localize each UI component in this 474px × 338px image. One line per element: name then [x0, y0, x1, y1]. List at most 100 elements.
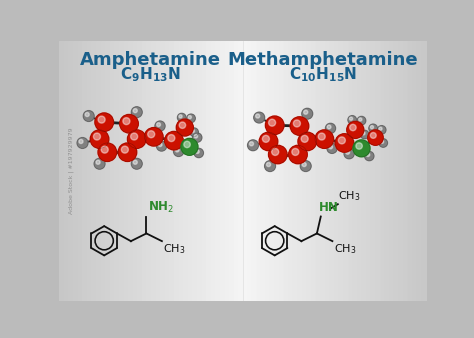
- Bar: [73, 41, 78, 301]
- Circle shape: [118, 143, 137, 162]
- Bar: [78, 41, 83, 301]
- Bar: [225, 41, 230, 301]
- Circle shape: [194, 135, 198, 138]
- Bar: [142, 41, 147, 301]
- Circle shape: [173, 146, 183, 156]
- Circle shape: [77, 138, 88, 148]
- Circle shape: [187, 114, 195, 123]
- Bar: [252, 41, 257, 301]
- Bar: [238, 41, 244, 301]
- Bar: [422, 41, 428, 301]
- Circle shape: [128, 130, 146, 148]
- Bar: [312, 41, 317, 301]
- Circle shape: [379, 127, 382, 130]
- Circle shape: [131, 107, 142, 118]
- Text: CH$_3$: CH$_3$: [338, 189, 360, 203]
- Text: $\mathregular{C_{10}H_{15}N}$: $\mathregular{C_{10}H_{15}N}$: [289, 65, 357, 84]
- Circle shape: [79, 139, 83, 144]
- Circle shape: [289, 145, 307, 164]
- Circle shape: [356, 143, 362, 149]
- Circle shape: [265, 116, 284, 135]
- Bar: [280, 41, 285, 301]
- Bar: [192, 41, 198, 301]
- Bar: [174, 41, 180, 301]
- Bar: [155, 41, 161, 301]
- Bar: [390, 41, 395, 301]
- Bar: [399, 41, 404, 301]
- Bar: [404, 41, 409, 301]
- Circle shape: [93, 133, 100, 140]
- Bar: [220, 41, 225, 301]
- Circle shape: [301, 135, 308, 142]
- Bar: [68, 41, 74, 301]
- Circle shape: [98, 143, 117, 162]
- Bar: [289, 41, 294, 301]
- Bar: [385, 41, 391, 301]
- Circle shape: [365, 151, 374, 161]
- Circle shape: [177, 113, 186, 122]
- Circle shape: [269, 119, 275, 126]
- Text: NH$_2$: NH$_2$: [148, 200, 174, 215]
- Circle shape: [263, 135, 269, 142]
- Text: Amphetamine: Amphetamine: [80, 51, 221, 69]
- Bar: [215, 41, 221, 301]
- Circle shape: [302, 108, 313, 119]
- Circle shape: [96, 160, 100, 164]
- Circle shape: [353, 140, 370, 157]
- Bar: [133, 41, 138, 301]
- Circle shape: [292, 148, 299, 155]
- Circle shape: [95, 113, 113, 131]
- Circle shape: [318, 133, 325, 140]
- Bar: [353, 41, 358, 301]
- Circle shape: [290, 117, 309, 135]
- Circle shape: [148, 131, 155, 138]
- Bar: [271, 41, 276, 301]
- Circle shape: [158, 143, 162, 147]
- Circle shape: [188, 116, 191, 119]
- Circle shape: [255, 114, 260, 118]
- Bar: [146, 41, 152, 301]
- Bar: [64, 41, 69, 301]
- Circle shape: [98, 116, 105, 123]
- Circle shape: [366, 153, 370, 156]
- Bar: [335, 41, 340, 301]
- Text: CH$_3$: CH$_3$: [334, 243, 356, 257]
- Bar: [179, 41, 184, 301]
- Bar: [119, 41, 124, 301]
- Circle shape: [369, 124, 377, 132]
- Bar: [326, 41, 331, 301]
- Circle shape: [359, 118, 362, 121]
- Circle shape: [304, 110, 308, 114]
- Circle shape: [326, 123, 336, 134]
- Circle shape: [249, 142, 254, 146]
- Circle shape: [259, 132, 278, 151]
- Bar: [188, 41, 193, 301]
- Bar: [408, 41, 414, 301]
- Circle shape: [381, 140, 383, 143]
- Circle shape: [315, 130, 334, 148]
- Circle shape: [264, 161, 275, 171]
- Circle shape: [196, 150, 199, 153]
- Circle shape: [90, 130, 109, 148]
- Circle shape: [94, 159, 105, 169]
- Circle shape: [266, 163, 271, 167]
- Bar: [266, 41, 271, 301]
- Circle shape: [168, 135, 175, 142]
- Circle shape: [329, 145, 333, 149]
- Bar: [284, 41, 290, 301]
- Bar: [293, 41, 299, 301]
- Circle shape: [156, 141, 166, 151]
- Circle shape: [247, 140, 258, 151]
- Bar: [344, 41, 349, 301]
- Bar: [358, 41, 363, 301]
- Bar: [128, 41, 134, 301]
- Circle shape: [272, 148, 279, 155]
- Bar: [137, 41, 143, 301]
- Circle shape: [181, 138, 198, 155]
- Circle shape: [379, 139, 387, 147]
- Text: $\mathregular{C_9H_{13}N}$: $\mathregular{C_9H_{13}N}$: [120, 65, 181, 84]
- Bar: [247, 41, 253, 301]
- Bar: [183, 41, 189, 301]
- Bar: [257, 41, 262, 301]
- Bar: [201, 41, 207, 301]
